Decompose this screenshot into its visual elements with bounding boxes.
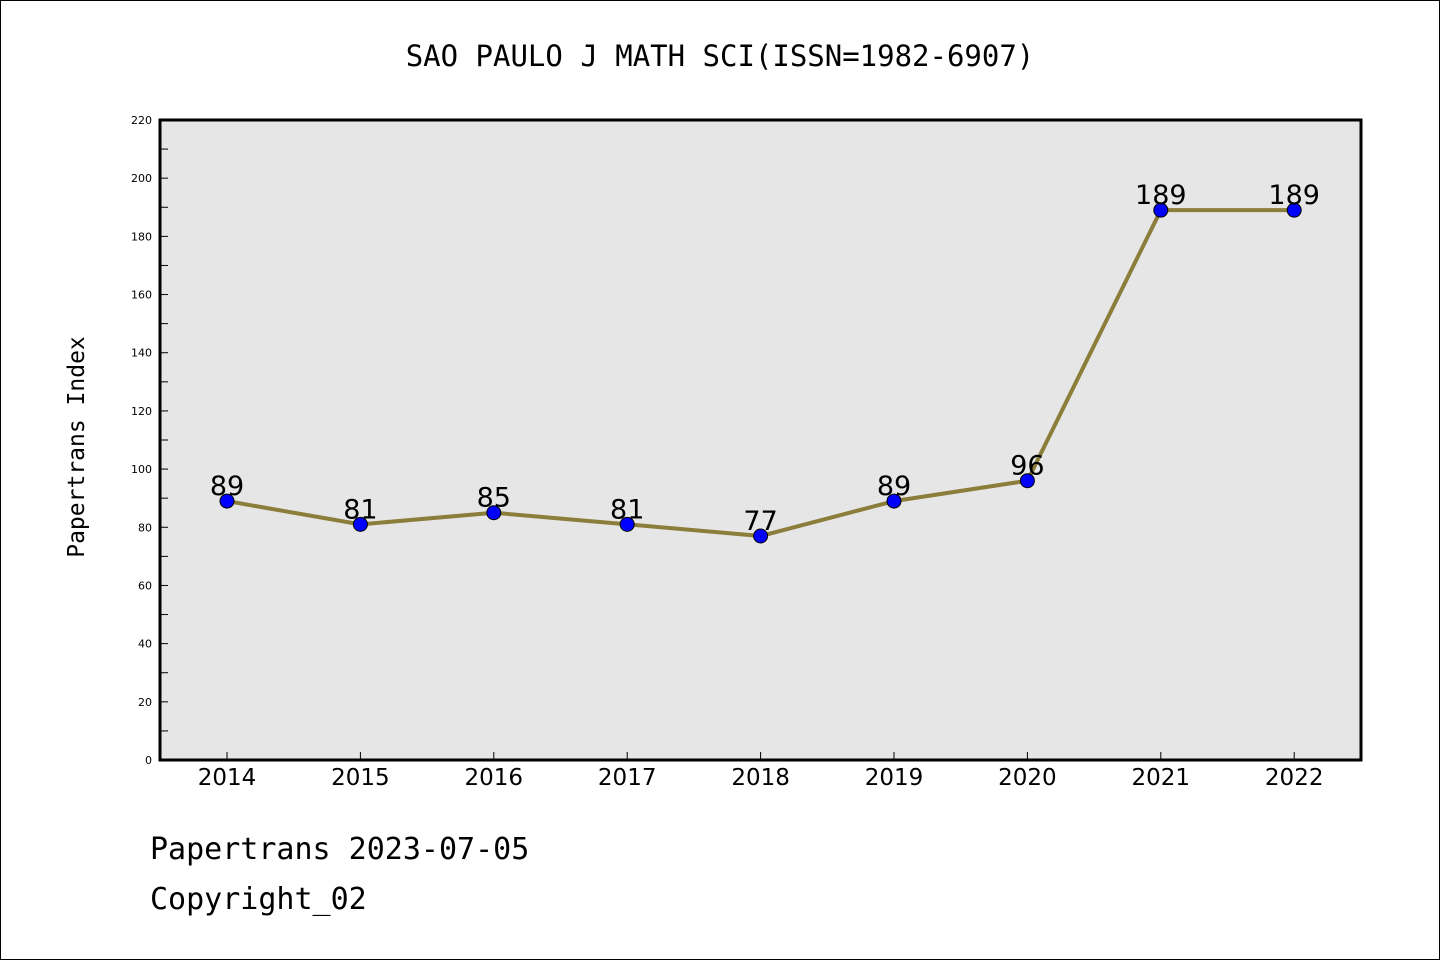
x-tick-label: 2018 — [731, 765, 790, 791]
x-tick-label: 2017 — [598, 765, 657, 791]
y-tick-label: 120 — [131, 405, 152, 418]
y-tick-label: 220 — [131, 114, 152, 127]
series-papertrans-index — [219, 202, 1302, 544]
data-label: 89 — [877, 471, 911, 502]
y-tick-label: 140 — [131, 347, 152, 360]
y-tick-label: 20 — [138, 696, 152, 709]
data-label: 189 — [1268, 180, 1320, 211]
data-labels: 89 81 85 81 77 89 96 189 189 — [210, 180, 1320, 537]
data-point — [1286, 202, 1302, 218]
y-tick-label: 200 — [131, 172, 152, 185]
x-tick-label: 2015 — [331, 765, 390, 791]
y-tick-label: 80 — [138, 521, 152, 534]
y-tick-label: 180 — [131, 230, 152, 243]
data-point — [486, 505, 502, 521]
y-axis-label: Papertrans Index — [64, 336, 90, 558]
data-point — [219, 493, 235, 509]
footer-source: Papertrans 2023-07-05 — [150, 832, 530, 867]
data-point — [619, 516, 635, 532]
x-axis: 2014 2015 2016 2017 2018 2019 2020 2021 2022 — [198, 752, 1324, 791]
x-tick-label: 2014 — [198, 765, 257, 791]
y-axis: 0 20 40 60 80 100 120 140 160 180 200 220 — [131, 114, 168, 767]
plot-area — [158, 118, 1363, 762]
data-point — [753, 528, 769, 544]
data-point — [352, 516, 368, 532]
y-tick-label: 60 — [138, 579, 152, 592]
x-tick-label: 2020 — [998, 765, 1057, 791]
data-point — [886, 493, 902, 509]
y-tick-label: 100 — [131, 463, 152, 476]
data-label: 81 — [343, 494, 377, 525]
data-label: 89 — [210, 471, 244, 502]
chart-title: SAO PAULO J MATH SCI(ISSN=1982-6907) — [406, 39, 1035, 73]
data-label: 189 — [1135, 180, 1187, 211]
x-tick-label: 2021 — [1132, 765, 1191, 791]
data-label: 96 — [1010, 451, 1044, 482]
x-tick-label: 2016 — [465, 765, 524, 791]
footer-copyright: Copyright_02 — [150, 882, 367, 917]
data-label: 81 — [610, 494, 644, 525]
data-label: 77 — [743, 506, 777, 537]
data-label: 85 — [477, 483, 511, 514]
x-tick-label: 2019 — [865, 765, 924, 791]
y-tick-label: 160 — [131, 289, 152, 302]
data-point — [1153, 202, 1169, 218]
x-tick-label: 2022 — [1265, 765, 1324, 791]
y-tick-label: 40 — [138, 638, 152, 651]
data-point — [1019, 473, 1035, 489]
y-tick-label: 0 — [145, 754, 152, 767]
